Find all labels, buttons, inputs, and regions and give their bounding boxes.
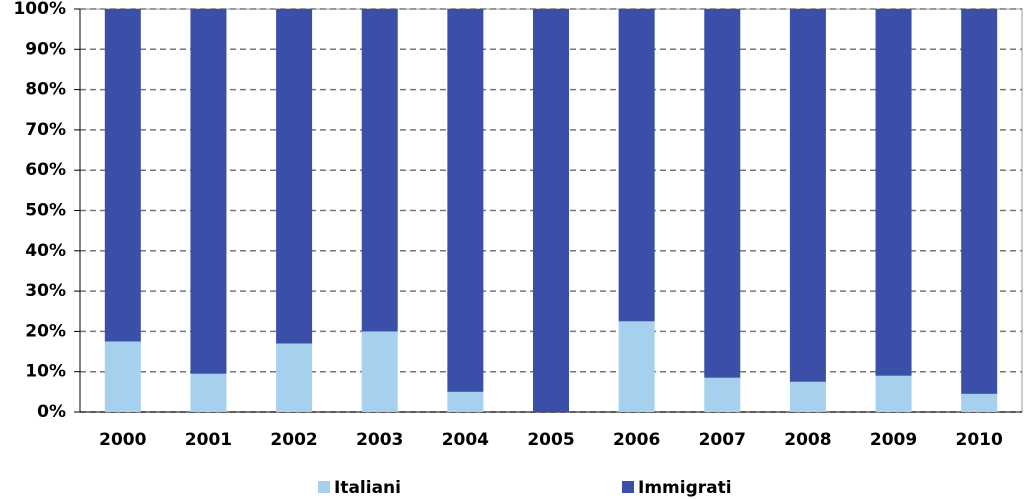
bar-segment <box>190 9 227 374</box>
x-tick-label: 2006 <box>613 430 660 450</box>
legend-label: Immigrati <box>638 478 732 498</box>
x-tick-label: 2009 <box>870 430 917 450</box>
bar-segment <box>875 375 912 412</box>
y-tick-label: 70% <box>25 120 66 140</box>
bar-segment <box>276 343 313 412</box>
bar-segment <box>190 373 227 412</box>
bar-segment <box>361 331 398 412</box>
bar-segment <box>704 377 741 412</box>
bar-segment <box>789 9 826 382</box>
x-tick-label: 2005 <box>527 430 574 450</box>
bar-segment <box>704 9 741 378</box>
bar-segment <box>961 9 998 394</box>
y-tick-label: 50% <box>25 201 66 221</box>
y-tick-label: 100% <box>13 0 66 19</box>
bar-segment <box>961 393 998 412</box>
y-tick-label: 10% <box>25 362 66 382</box>
bar-segment <box>618 321 655 412</box>
x-tick-label: 2001 <box>185 430 232 450</box>
y-tick-label: 20% <box>25 321 66 341</box>
legend-swatch <box>622 481 634 493</box>
bar-segment <box>276 9 313 344</box>
x-tick-label: 2002 <box>270 430 317 450</box>
x-tick-label: 2000 <box>99 430 146 450</box>
y-tick-label: 80% <box>25 80 66 100</box>
bar-segment <box>447 9 484 392</box>
y-tick-label: 30% <box>25 281 66 301</box>
bar-segment <box>533 9 569 412</box>
bar-segment <box>104 9 141 342</box>
bar-segment <box>618 9 655 322</box>
bar-segment <box>789 381 826 412</box>
legend-swatch <box>318 481 330 493</box>
bar-segment <box>104 341 141 412</box>
x-tick-label: 2008 <box>784 430 831 450</box>
bar-segment <box>361 9 398 332</box>
x-tick-label: 2010 <box>956 430 1003 450</box>
legend-label: Italiani <box>334 478 401 498</box>
bar-segment <box>447 391 484 412</box>
y-tick-label: 0% <box>37 402 66 422</box>
y-tick-label: 60% <box>25 160 66 180</box>
x-tick-label: 2004 <box>442 430 489 450</box>
x-tick-label: 2003 <box>356 430 403 450</box>
bar-segment <box>875 9 912 376</box>
y-tick-label: 90% <box>25 39 66 59</box>
x-tick-label: 2007 <box>699 430 746 450</box>
y-tick-label: 40% <box>25 241 66 261</box>
